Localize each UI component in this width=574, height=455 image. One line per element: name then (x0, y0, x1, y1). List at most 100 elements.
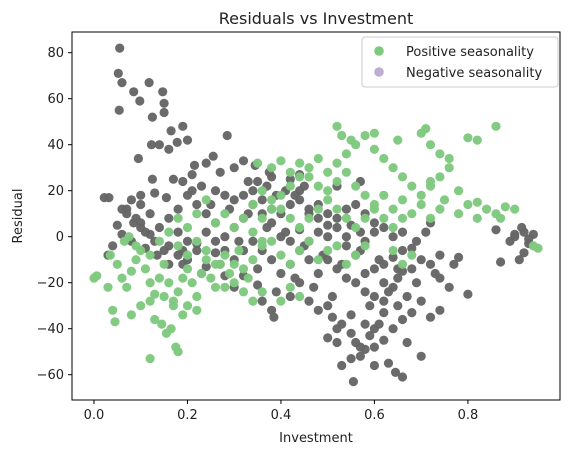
point-unlabeled (355, 351, 365, 361)
point-unlabeled (136, 190, 146, 200)
point-unlabeled (234, 236, 244, 246)
point-positive (182, 301, 193, 311)
point-positive (267, 236, 277, 246)
point-unlabeled (393, 273, 403, 283)
point-positive (379, 213, 389, 223)
point-unlabeled (158, 87, 168, 97)
point-positive (379, 153, 389, 164)
point-positive (397, 259, 408, 269)
point-unlabeled (220, 232, 230, 242)
point-unlabeled (323, 301, 333, 311)
x-tick-label: 0.4 (271, 408, 292, 423)
point-unlabeled (435, 250, 445, 260)
y-tick-label: 60 (47, 92, 64, 107)
point-positive (463, 199, 473, 210)
point-positive (145, 354, 155, 364)
point-positive (276, 204, 286, 214)
point-unlabeled (360, 287, 370, 297)
point-unlabeled (267, 172, 277, 182)
point-positive (267, 204, 277, 214)
x-tick-label: 0.0 (84, 408, 105, 423)
point-positive (248, 296, 258, 306)
point-unlabeled (449, 259, 459, 269)
point-unlabeled (210, 236, 221, 246)
point-unlabeled (416, 255, 426, 265)
point-positive (220, 250, 230, 260)
point-unlabeled (196, 181, 207, 191)
point-positive (397, 213, 408, 223)
point-positive (145, 296, 155, 306)
point-unlabeled (332, 337, 342, 348)
point-positive (323, 186, 333, 196)
point-positive (201, 245, 211, 256)
point-unlabeled (348, 377, 358, 387)
point-positive (416, 190, 426, 200)
point-positive (243, 273, 253, 283)
point-positive (332, 176, 342, 187)
point-positive (397, 172, 408, 182)
point-unlabeled (299, 181, 309, 191)
point-positive (166, 324, 176, 334)
point-positive (482, 204, 492, 214)
point-unlabeled (309, 282, 319, 292)
point-positive (510, 204, 520, 214)
point-unlabeled (514, 255, 524, 265)
point-positive (435, 204, 445, 214)
point-positive (379, 190, 389, 200)
point-positive (388, 163, 398, 173)
legend-box (361, 36, 559, 88)
point-positive (150, 289, 160, 299)
point-positive (124, 232, 134, 242)
point-unlabeled (144, 78, 154, 88)
x-tick-label: 0.8 (458, 408, 479, 423)
point-positive (360, 241, 370, 251)
point-positive (173, 287, 183, 297)
point-unlabeled (491, 225, 501, 235)
point-unlabeled (463, 289, 473, 299)
point-unlabeled (182, 236, 193, 246)
point-positive (267, 163, 277, 173)
point-unlabeled (187, 186, 197, 196)
point-positive (285, 167, 295, 177)
point-unlabeled (313, 227, 323, 237)
point-unlabeled (374, 255, 384, 265)
point-unlabeled (173, 227, 183, 237)
point-unlabeled (365, 301, 375, 311)
point-unlabeled (519, 248, 529, 258)
point-unlabeled (281, 227, 291, 237)
point-unlabeled (383, 287, 394, 297)
point-positive (313, 153, 323, 164)
point-unlabeled (99, 193, 109, 203)
point-unlabeled (290, 273, 300, 283)
point-positive (210, 282, 221, 292)
point-positive (285, 282, 295, 292)
point-unlabeled (416, 351, 426, 361)
point-unlabeled (276, 268, 286, 279)
point-unlabeled (365, 331, 375, 341)
point-positive (154, 273, 164, 283)
point-unlabeled (407, 243, 417, 253)
point-positive (421, 124, 431, 134)
point-positive (157, 319, 167, 329)
point-positive (276, 296, 286, 306)
point-positive (178, 310, 188, 320)
point-unlabeled (369, 342, 379, 352)
point-unlabeled (517, 222, 527, 233)
point-positive (295, 245, 305, 256)
point-unlabeled (323, 220, 333, 230)
point-unlabeled (379, 278, 389, 288)
point-positive (360, 213, 370, 223)
point-unlabeled (112, 220, 122, 230)
point-unlabeled (150, 188, 160, 198)
point-unlabeled (435, 305, 445, 315)
point-positive (528, 241, 539, 251)
point-unlabeled (164, 144, 174, 154)
point-positive (173, 213, 183, 223)
point-positive (210, 259, 221, 269)
point-unlabeled (229, 163, 239, 173)
point-positive (388, 245, 398, 256)
point-unlabeled (129, 87, 139, 97)
point-positive (351, 250, 361, 260)
point-positive (500, 202, 510, 212)
point-positive (472, 197, 482, 207)
